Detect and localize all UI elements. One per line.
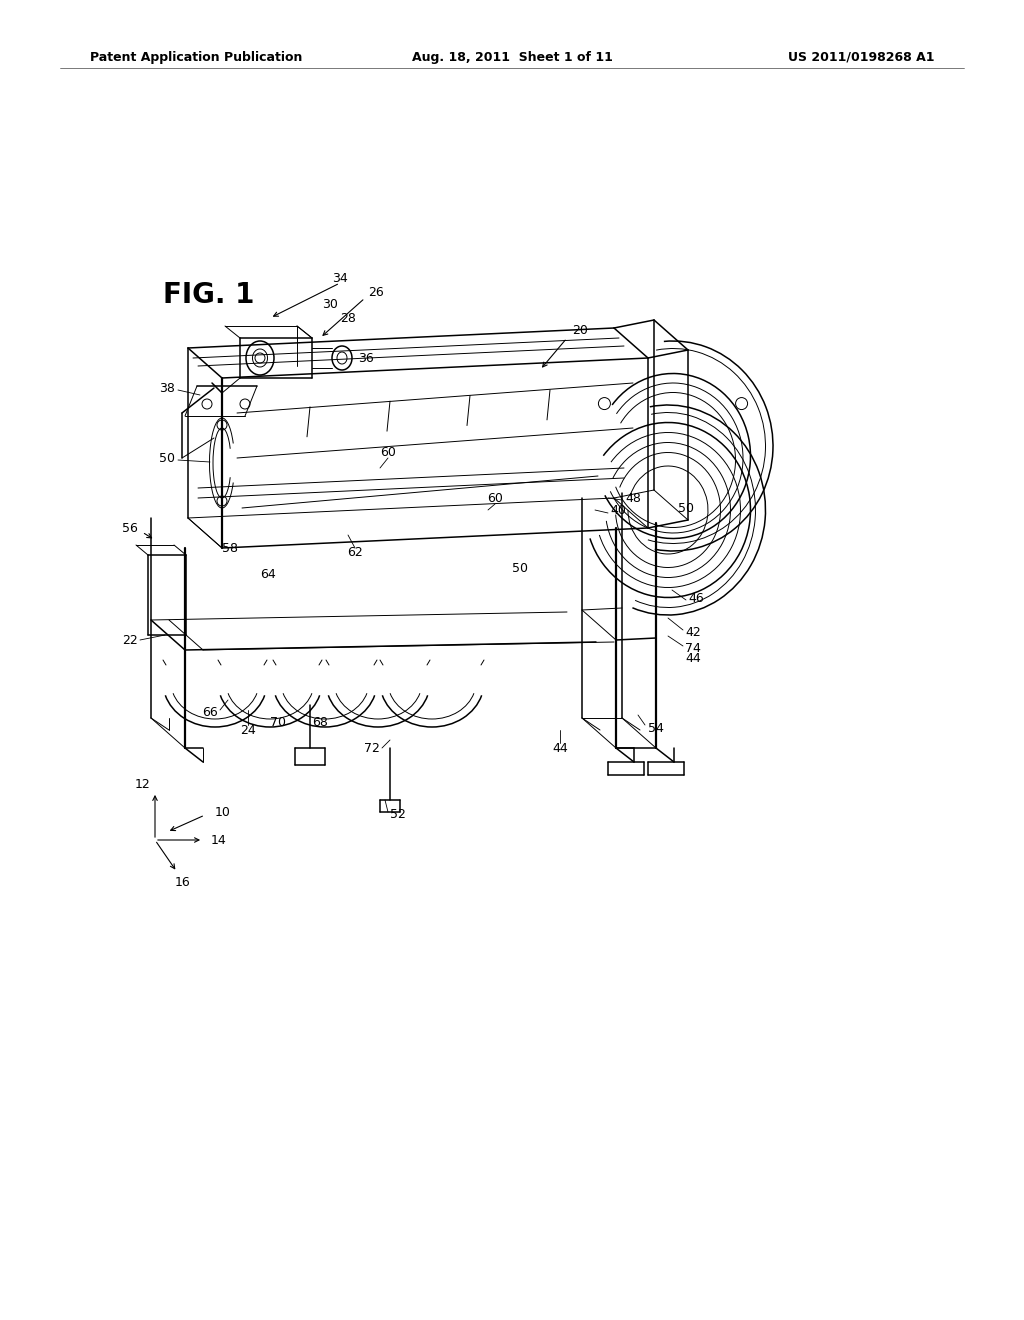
Text: 74: 74 [685, 642, 700, 655]
Text: 16: 16 [175, 875, 190, 888]
Text: 26: 26 [368, 285, 384, 298]
Text: 60: 60 [380, 446, 396, 458]
Text: FIG. 1: FIG. 1 [163, 281, 254, 309]
Text: 46: 46 [688, 591, 703, 605]
Text: 30: 30 [322, 298, 338, 312]
Text: 54: 54 [648, 722, 664, 734]
Text: 22: 22 [122, 634, 138, 647]
Text: 20: 20 [572, 323, 588, 337]
Text: 50: 50 [512, 561, 528, 574]
Text: 56: 56 [122, 521, 138, 535]
Text: 62: 62 [347, 545, 362, 558]
Text: 64: 64 [260, 569, 275, 582]
Text: US 2011/0198268 A1: US 2011/0198268 A1 [787, 50, 934, 63]
Text: 50: 50 [678, 502, 694, 515]
Text: 14: 14 [211, 833, 226, 846]
Text: 58: 58 [222, 541, 238, 554]
Text: 66: 66 [203, 705, 218, 718]
Text: 72: 72 [365, 742, 380, 755]
Text: 24: 24 [240, 723, 256, 737]
Text: Patent Application Publication: Patent Application Publication [90, 50, 302, 63]
Text: 70: 70 [270, 715, 286, 729]
Text: 28: 28 [340, 312, 356, 325]
Text: 44: 44 [552, 742, 568, 755]
Text: 60: 60 [487, 491, 503, 504]
Text: 42: 42 [685, 626, 700, 639]
Text: 36: 36 [358, 351, 374, 364]
Text: 44: 44 [685, 652, 700, 664]
Text: 48: 48 [625, 491, 641, 504]
Text: 52: 52 [390, 808, 406, 821]
Text: 68: 68 [312, 715, 328, 729]
Text: 50: 50 [159, 451, 175, 465]
Text: 34: 34 [332, 272, 348, 285]
Text: 40: 40 [610, 503, 626, 516]
Text: 38: 38 [159, 381, 175, 395]
Text: 12: 12 [135, 779, 151, 792]
Text: 10: 10 [215, 805, 230, 818]
Text: Aug. 18, 2011  Sheet 1 of 11: Aug. 18, 2011 Sheet 1 of 11 [412, 50, 612, 63]
